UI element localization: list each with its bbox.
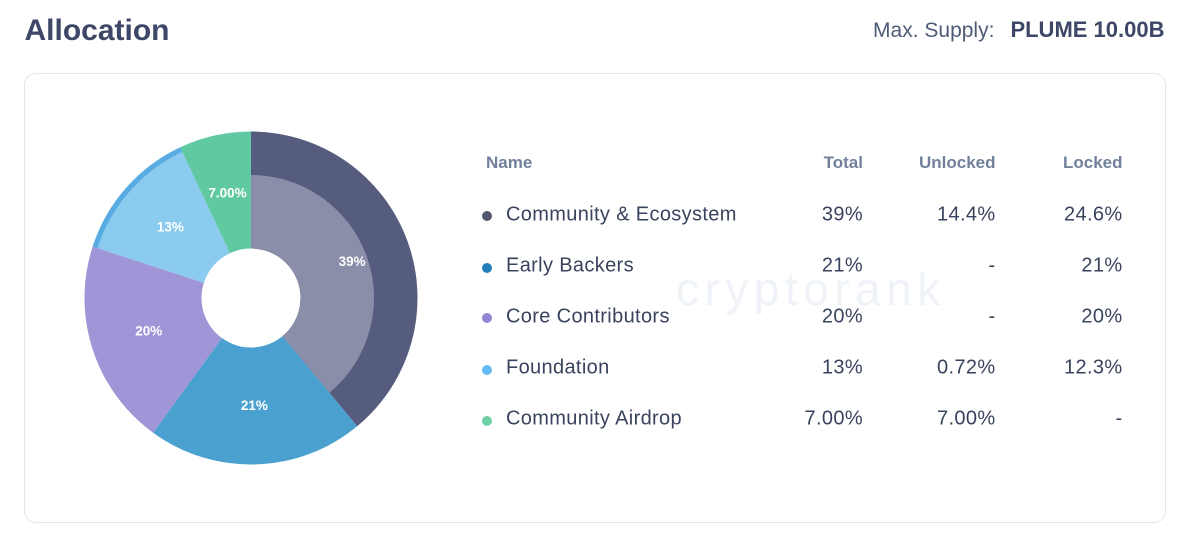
svg-text:7.00%: 7.00% (208, 185, 246, 200)
svg-text:21%: 21% (241, 397, 268, 412)
svg-text:20%: 20% (135, 323, 162, 338)
svg-text:39%: 39% (339, 254, 366, 269)
svg-text:13%: 13% (157, 219, 184, 234)
